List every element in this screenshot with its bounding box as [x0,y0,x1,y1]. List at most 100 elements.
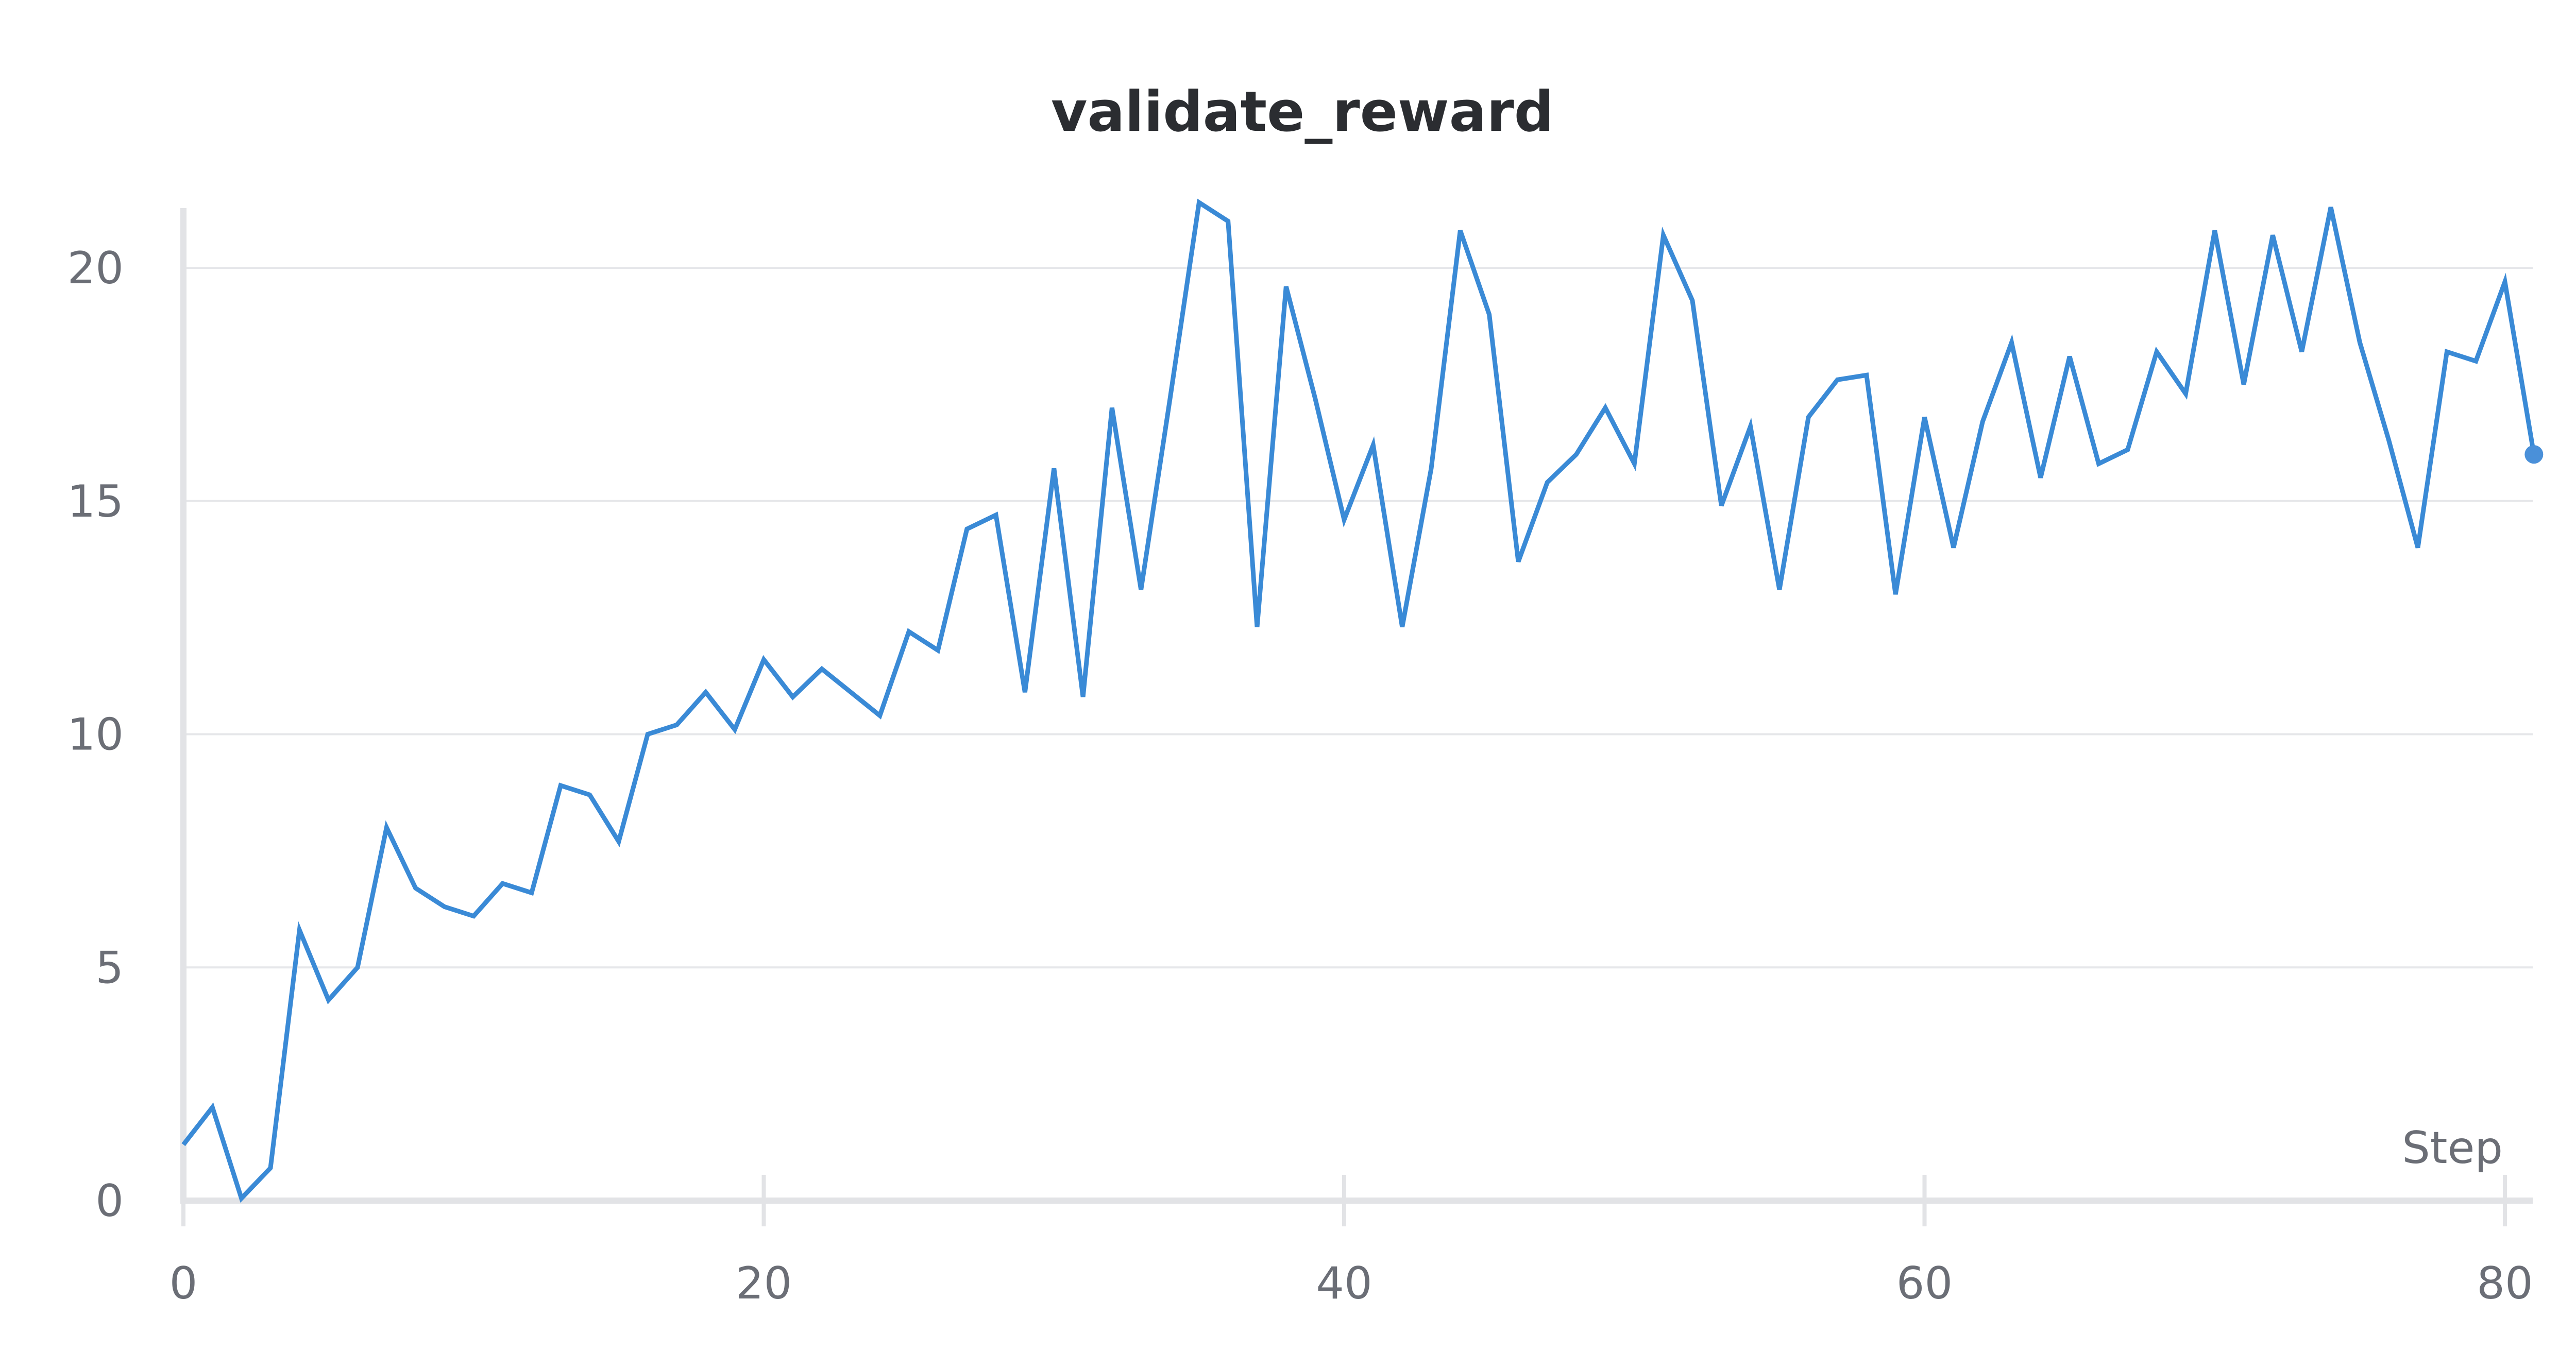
data-point [470,913,477,919]
data-point [1312,396,1318,402]
data-point [413,885,419,891]
data-point [1457,228,1463,234]
y-tick-label-0: 0 [95,1175,124,1227]
data-point [2444,349,2450,355]
data-point [1776,587,1783,593]
data-point [1602,405,1608,411]
data-point [2182,390,2189,397]
data-point [1428,465,1434,471]
x-axis-label: Step [2402,1122,2503,1174]
data-point [848,689,854,695]
data-point [993,512,999,518]
data-point [1109,405,1115,411]
data-point [1167,396,1173,402]
data-point [209,1104,215,1110]
y-tick-label-10: 10 [67,709,124,761]
data-point [296,927,302,933]
data-point [1341,517,1347,523]
data-point [1486,312,1493,318]
series-group [180,198,2544,1203]
data-point [180,1141,187,1148]
data-point [557,782,564,789]
x-tick-label-20: 20 [736,1258,792,1309]
data-point [1951,544,1957,551]
data-point [2095,460,2102,467]
data-point [442,904,448,910]
data-point [819,666,825,672]
data-point [1283,283,1289,289]
data-point [1863,372,1870,378]
data-point [1225,218,1231,224]
data-point [1022,689,1028,695]
data-point [732,726,738,732]
data-point [2473,358,2479,364]
data-point [906,628,912,635]
data-point [1689,297,1696,303]
data-point [2066,353,2073,360]
data-point [1979,419,1986,425]
y-tick-label-15: 15 [67,476,124,527]
data-point [500,880,506,886]
data-point [2212,228,2218,234]
data-point [1138,587,1144,593]
data-point [1370,442,1376,448]
data-point [761,657,767,663]
data-point [2386,437,2392,443]
data-point [1196,199,1202,206]
axes [180,208,2533,1226]
data-point [354,964,361,970]
data-point [587,792,593,798]
data-point [326,997,332,1003]
data-point [383,825,389,831]
data-point [1922,414,1928,420]
y-tick-label-20: 20 [67,243,124,294]
data-point [2269,232,2276,238]
data-point [1892,591,1899,597]
data-point [877,712,883,719]
data-point [2502,279,2508,285]
series-end-marker [2524,445,2544,464]
data-point [2241,381,2247,387]
data-point [964,526,970,532]
data-point [1631,460,1637,467]
data-point [529,890,535,896]
data-point [2008,339,2014,346]
x-tick-label-0: 0 [170,1258,198,1309]
data-point [1573,451,1580,457]
data-point [703,689,709,695]
tick-labels: 0 5 10 15 20 0 20 40 60 80 [67,243,2533,1309]
data-point [1748,423,1754,430]
data-point [645,731,651,738]
x-tick-label-60: 60 [1896,1258,1953,1309]
data-point [2038,474,2044,481]
data-point [1254,624,1260,630]
series-line [181,198,2536,1203]
data-point [2125,447,2131,453]
chart-title: validate_reward [1051,80,1554,144]
data-point [2154,349,2160,355]
x-tick-label-40: 40 [1316,1258,1372,1309]
data-point [1051,465,1057,471]
data-point [1835,377,1841,383]
data-point [1718,503,1724,509]
data-point [2299,349,2305,355]
data-point [674,722,680,728]
data-point [1544,480,1550,486]
data-point [1515,558,1521,565]
gridlines [183,267,2533,969]
data-point [239,1195,245,1201]
data-point [1805,414,1811,420]
data-point [2328,204,2334,210]
data-point [2415,544,2421,551]
data-point [1399,624,1405,630]
data-point [2357,339,2363,346]
data-point [935,647,941,654]
x-tick-label-80: 80 [2477,1258,2533,1309]
data-point [790,694,796,700]
y-tick-label-5: 5 [95,942,124,994]
data-point [267,1165,274,1171]
data-point [1660,232,1667,238]
data-point [616,839,622,845]
